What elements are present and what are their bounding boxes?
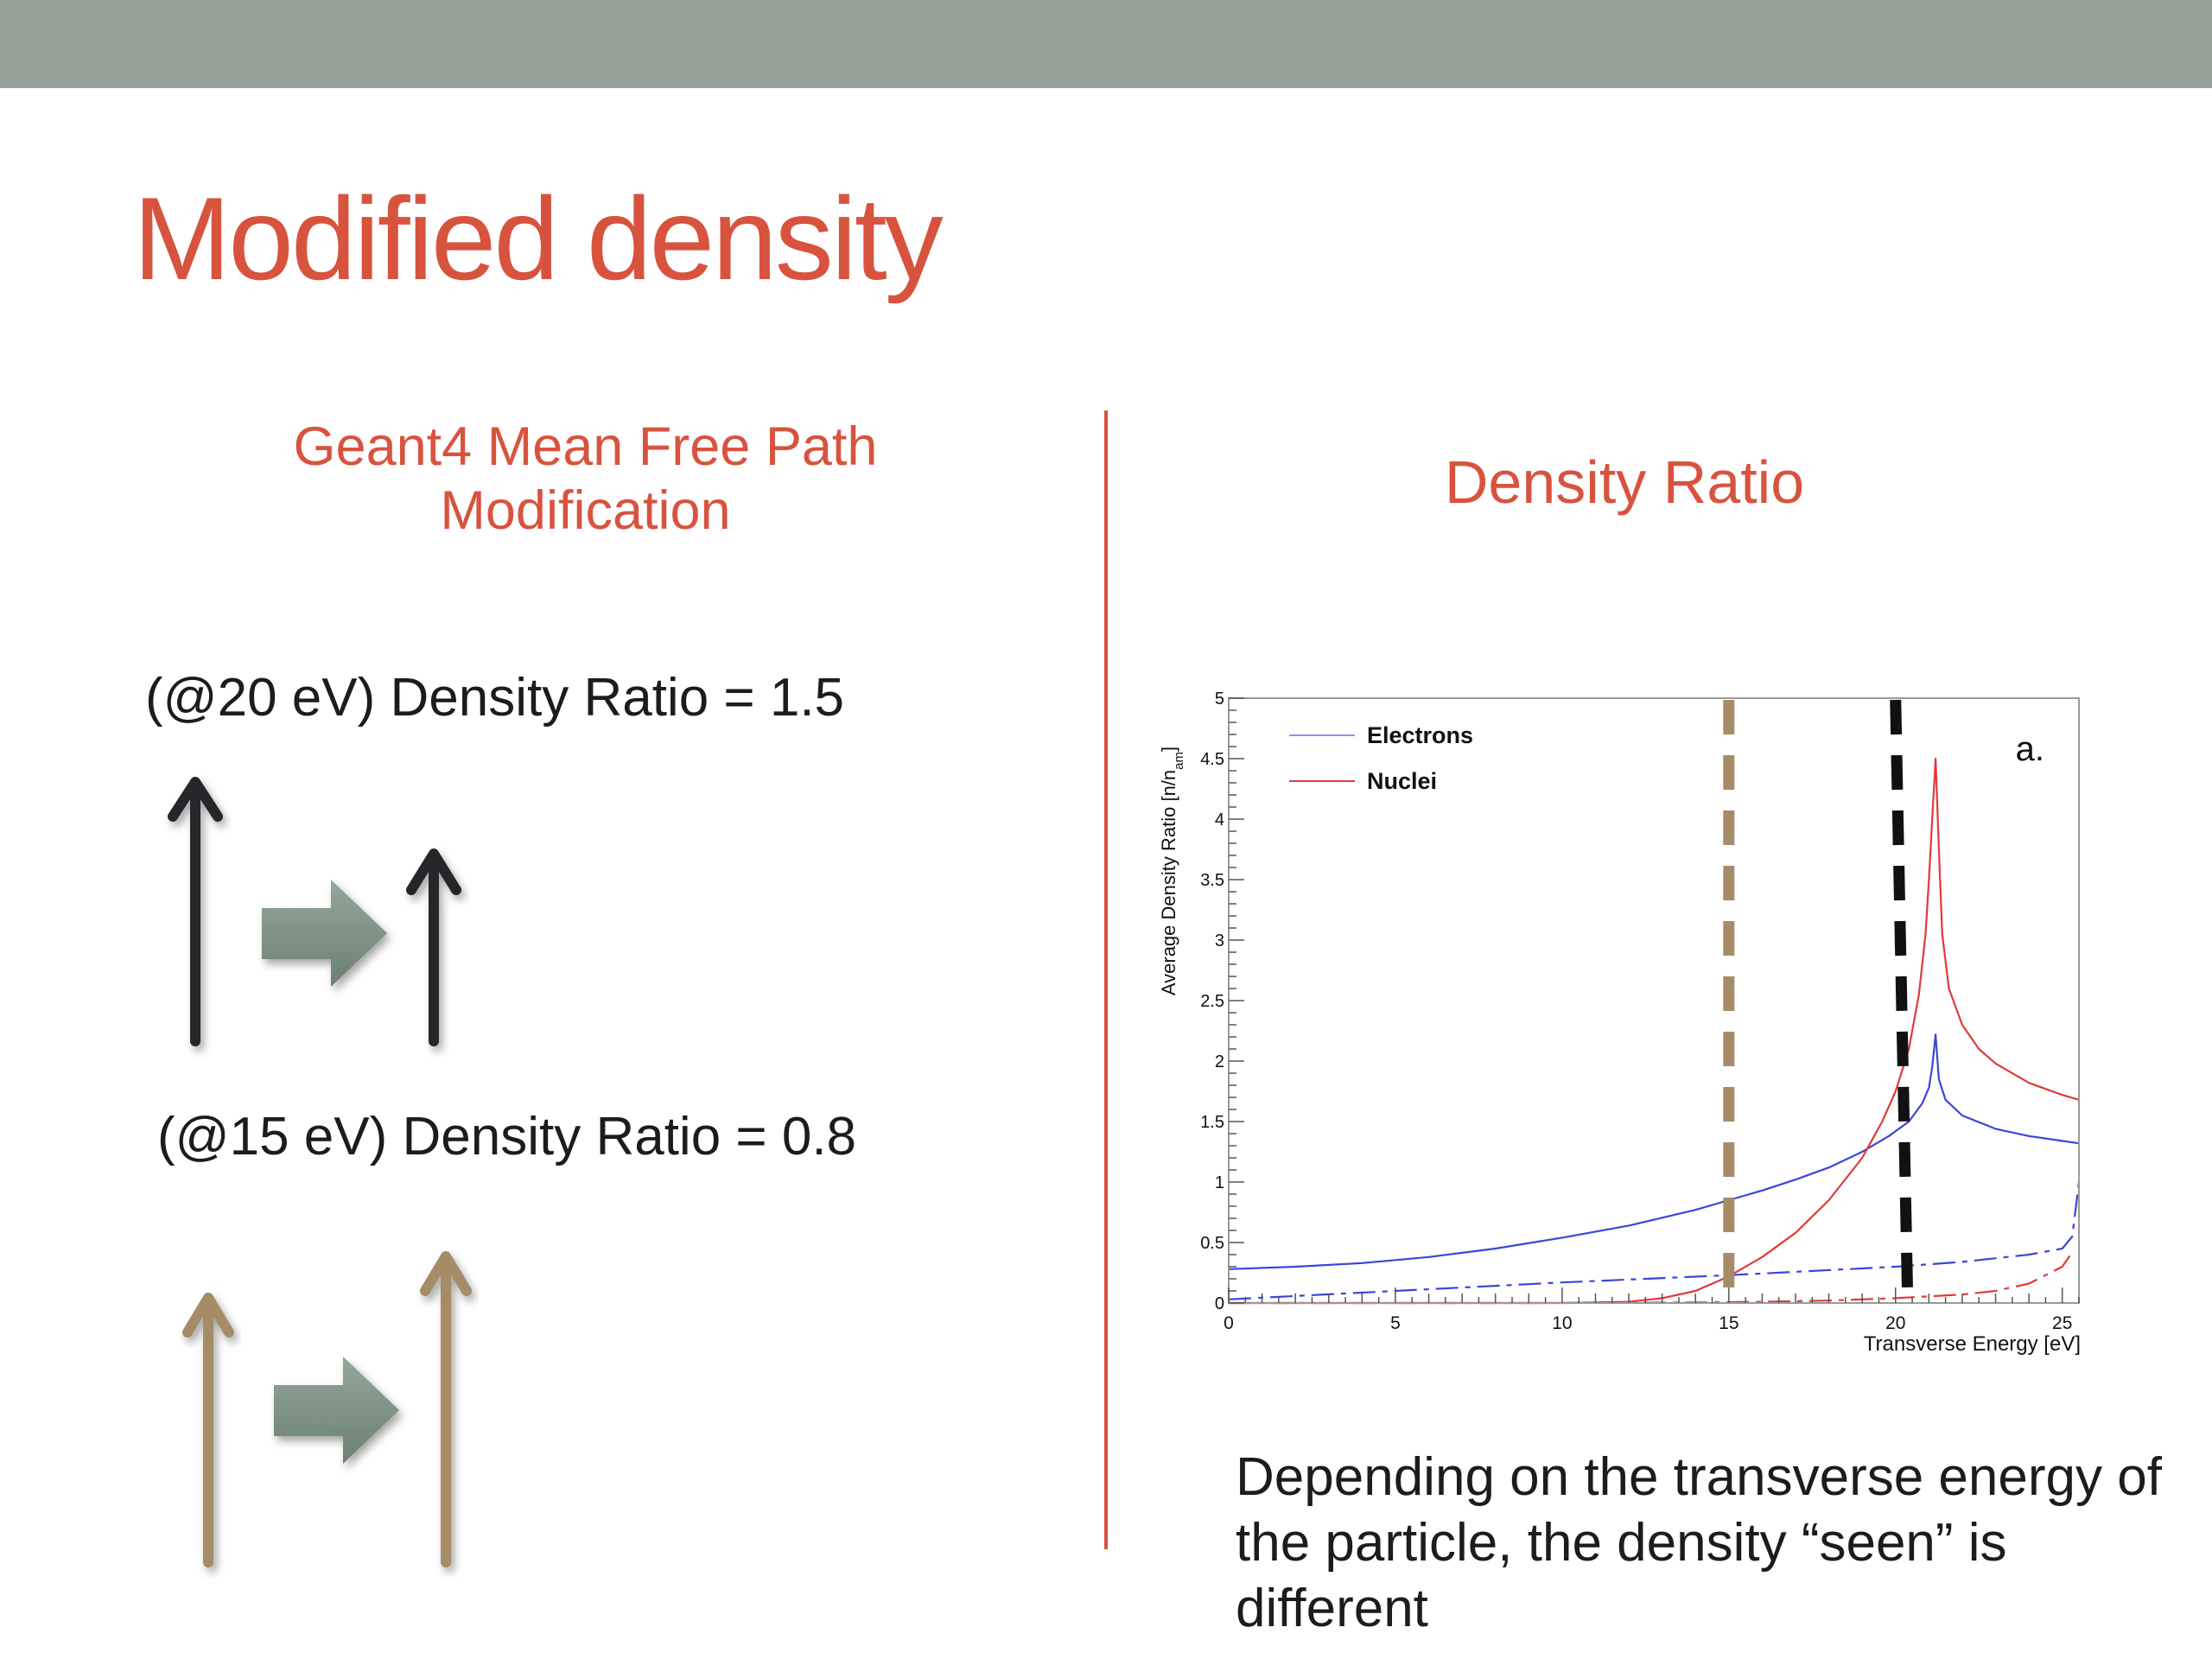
top-banner xyxy=(0,0,2212,88)
legend-label-nuclei: Nuclei xyxy=(1367,768,1437,794)
y-tick-label: 0.5 xyxy=(1200,1234,1224,1253)
up-arrow-icon xyxy=(420,1251,472,1567)
y-axis-label-subscript: am xyxy=(1172,752,1186,770)
series-line-dashed-2 xyxy=(1228,1181,2081,1300)
panel-label: a. xyxy=(2016,730,2044,768)
y-tick-label: 0 xyxy=(1215,1294,1224,1313)
right-arrow-icon xyxy=(274,1357,399,1464)
up-arrow-icon xyxy=(168,777,223,1046)
column-divider xyxy=(1104,410,1108,1549)
left-heading-line-2: Modification xyxy=(440,480,731,541)
y-axis-label: Average Density Ratio [n/nam] xyxy=(1158,747,1186,995)
x-tick-label: 20 xyxy=(1885,1313,1905,1333)
series-line-dashed-3 xyxy=(1229,1251,2074,1305)
x-tick-label: 10 xyxy=(1552,1313,1572,1333)
x-axis-label: Transverse Energy [eV] xyxy=(1864,1332,2081,1356)
y-tick-label: 5 xyxy=(1215,690,1224,709)
x-tick-label: 15 xyxy=(1719,1313,1738,1333)
density-ratio-20ev-label: (@20 eV) Density Ratio = 1.5 xyxy=(145,668,845,728)
x-tick-label: 5 xyxy=(1390,1313,1401,1333)
energy-marker-20ev xyxy=(1890,699,1914,1302)
series-line-electrons xyxy=(1228,1033,2080,1270)
y-tick-label: 3.5 xyxy=(1200,871,1224,890)
density-ratio-15ev-label: (@15 eV) Density Ratio = 0.8 xyxy=(157,1107,857,1166)
slide-title: Modified density xyxy=(133,173,944,304)
up-arrow-icon xyxy=(406,849,461,1046)
x-tick-label: 25 xyxy=(2052,1313,2072,1333)
left-column-heading: Geant4 Mean Free Path Modification xyxy=(225,415,946,543)
y-axis-label-text: Average Density Ratio [n/n xyxy=(1158,770,1179,995)
y-tick-label: 2.5 xyxy=(1200,992,1224,1011)
right-column-heading: Density Ratio xyxy=(1444,448,1805,516)
right-arrow-icon xyxy=(262,880,387,987)
left-heading-line-1: Geant4 Mean Free Path xyxy=(293,416,878,477)
series-line-nuclei xyxy=(1229,757,2080,1305)
plot-frame xyxy=(1228,697,2080,1304)
legend-label-electrons: Electrons xyxy=(1367,722,1473,748)
chart-caption: Depending on the transverse energy of th… xyxy=(1236,1447,2162,1638)
y-tick-label: 4 xyxy=(1215,810,1224,830)
y-axis-label-bracket: ] xyxy=(1158,747,1179,752)
x-tick-label: 0 xyxy=(1224,1313,1234,1333)
y-tick-label: 4.5 xyxy=(1200,750,1224,769)
up-arrow-icon xyxy=(182,1293,234,1567)
y-tick-label: 1 xyxy=(1215,1173,1224,1192)
y-tick-label: 2 xyxy=(1215,1052,1224,1071)
y-tick-label: 1.5 xyxy=(1200,1113,1224,1132)
y-tick-label: 3 xyxy=(1215,931,1224,950)
